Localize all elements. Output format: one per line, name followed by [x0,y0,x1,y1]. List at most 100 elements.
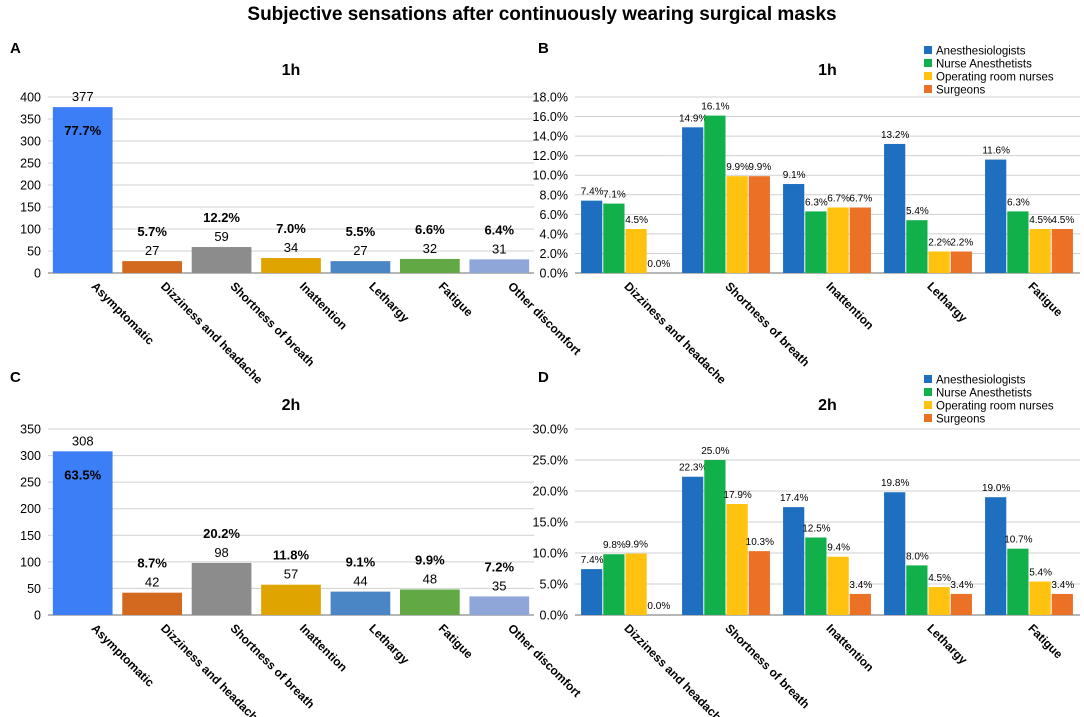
y-tick-label: 25.0% [533,454,568,468]
value-label: 35 [492,578,506,593]
bar-anesthesiologists [682,476,704,615]
chart-c-svg: C 2h 0 50 100 150 200 250 300 350 308 63.5% Asymptom… [10,369,584,717]
panel-letter: C [10,369,21,386]
percent-label: 77.7% [64,123,101,138]
value-label: 48 [423,571,437,586]
x-tick-label: Fatigue [1025,279,1065,319]
bar-asymptomatic [52,451,113,615]
panel-letter: D [538,369,549,386]
value-label: 22.3% [679,463,707,474]
x-tick-label: Shortness of breath [722,279,812,369]
x-tick-label: Lethargy [366,621,412,667]
bar-operating-room-nurses [928,251,950,273]
y-tick-label: 0.0% [540,609,569,623]
legend-label: Nurse Anesthetists [936,59,1032,71]
y-tick-label: 0 [34,609,41,623]
x-tick-label: Lethargy [366,279,412,325]
value-label: 377 [72,89,94,104]
panel-c: C 2h 0 50 100 150 200 250 300 350 308 63.5% Asymptom… [0,367,584,717]
x-tick-label: Inattention [823,621,876,674]
x-tick-label: Lethargy [924,279,970,325]
value-label: 19.0% [982,483,1010,494]
bar-dizziness-and-headache [122,592,182,615]
bar-operating-room-nurses [726,504,748,615]
percent-label: 63.5% [64,467,101,482]
value-label: 17.9% [723,490,751,501]
y-tick-label: 5.0% [540,578,569,592]
bar-nurse-anesthetists [805,537,827,615]
percent-label: 12.2% [203,210,240,225]
value-label: 13.2% [881,130,909,141]
y-tick-label: 250 [20,476,41,490]
legend-label: Anesthesiologists [936,375,1026,387]
y-tick-label: 200 [20,502,41,516]
chart-a-svg: A 1h 0 50 100 150 200 250 300 350 400 377 77.7% Asymp… [10,40,584,387]
bar-nurse-anesthetists [1007,548,1029,615]
bar-inattention [261,584,321,615]
bar-surgeons [1051,229,1073,273]
bar-other-discomfort [469,596,530,615]
y-tick-label: 2.0% [540,247,569,261]
bar-surgeons [950,251,972,273]
x-tick-label: Inattention [297,621,350,674]
value-label: 4.5% [928,573,951,584]
legend-swatch [924,414,932,422]
value-label: 6.3% [805,197,828,208]
legend-swatch [924,85,932,93]
value-label: 17.4% [780,493,808,504]
bar-anesthesiologists [985,497,1007,615]
bar-nurse-anesthetists [704,115,726,273]
value-label: 31 [492,241,506,256]
y-tick-label: 0 [34,267,41,281]
value-label: 11.6% [982,146,1010,157]
bar-nurse-anesthetists [805,211,827,273]
x-tick-label: Fatigue [1025,621,1065,661]
value-label: 57 [284,567,298,582]
bar-anesthesiologists [884,492,906,615]
percent-label: 6.6% [415,222,445,237]
y-tick-label: 15.0% [533,516,568,530]
legend-swatch [924,401,932,409]
y-tick-label: 12.0% [533,149,568,163]
bar-anesthesiologists [682,127,704,273]
y-tick-label: 18.0% [533,91,568,105]
legend-swatch [924,46,932,54]
bar-asymptomatic [52,107,113,274]
value-label: 9.9% [625,540,648,551]
value-label: 16.1% [701,102,729,113]
legend-swatch [924,375,932,383]
bar-surgeons [748,551,770,615]
y-tick-label: 20.0% [533,485,568,499]
bar-surgeons [950,593,972,615]
legend-label: Surgeons [936,85,985,97]
value-label: 9.4% [827,543,850,554]
value-label: 7.4% [581,187,604,198]
value-label: 44 [353,574,367,589]
value-label: 14.9% [679,113,707,124]
panel-a: A 1h 0 50 100 150 200 250 300 350 400 377 77.7% Asymp… [0,38,584,387]
percent-label: 9.1% [346,555,376,570]
chart-b-svg: B 1h 0.0% 2.0% 4.0% 6.0% 8.0% 10.0% 12.0% 14.0% 16… [533,40,1080,387]
percent-label: 7.0% [276,221,306,236]
bar-operating-room-nurses [928,587,950,615]
bar-lethargy [330,591,391,615]
value-label: 9.1% [783,170,806,181]
bar-operating-room-nurses [827,556,849,615]
bar-operating-room-nurses [625,553,647,615]
y-tick-label: 4.0% [540,227,569,241]
y-tick-label: 400 [20,91,41,105]
bar-operating-room-nurses [625,229,647,273]
figure-title: Subjective sensations after continuously… [247,4,837,25]
percent-label: 5.5% [346,224,376,239]
value-label: 6.3% [1007,197,1030,208]
panel-letter: A [10,40,21,57]
y-tick-label: 30.0% [533,423,568,437]
bar-fatigue [400,258,460,273]
value-label: 25.0% [701,446,729,457]
value-label: 4.5% [1051,215,1074,226]
y-tick-label: 350 [20,113,41,127]
value-label: 9.9% [748,162,771,173]
x-tick-label: Dizziness and headache [621,621,729,717]
percent-label: 8.7% [137,556,167,571]
value-label: 59 [214,229,228,244]
